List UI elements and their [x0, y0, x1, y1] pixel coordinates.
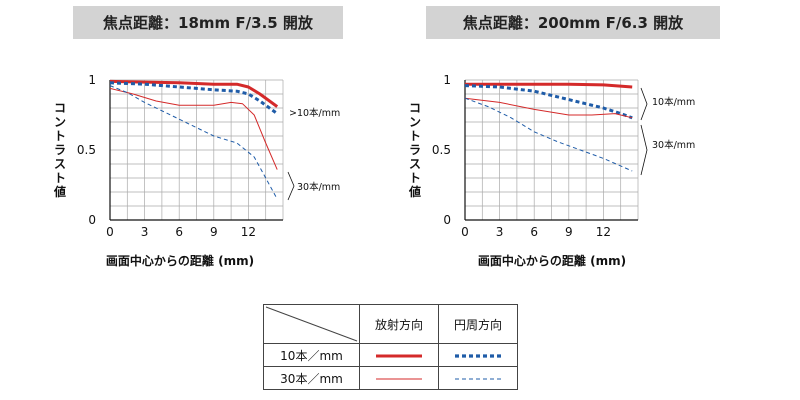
x-tick-label: 3 [141, 225, 149, 239]
x-axis-label: 画面中心からの距離 (mm) [478, 253, 626, 268]
y-tick-label: 0 [88, 213, 96, 227]
legend-corner-cell [263, 304, 360, 344]
series-line [109, 79, 279, 108]
x-tick-label: 9 [210, 225, 218, 239]
series-line [464, 97, 633, 172]
chart-title-18mm: 焦点距離：18mm F/3.5 開放 [73, 6, 343, 39]
legend-header-row: 放射方向 円周方向 [263, 304, 518, 344]
x-axis-label: 画面中心からの距離 (mm) [106, 253, 254, 268]
series-line [109, 85, 278, 200]
diagonal-line-icon [265, 306, 358, 342]
annotation-label: 10本/mm [652, 96, 695, 108]
x-tick-label: 12 [241, 225, 256, 239]
y-tick-label: 0.5 [77, 143, 96, 157]
annotation-bracket [640, 124, 648, 176]
series-line [464, 97, 633, 119]
legend-swatch-30-circumferential [438, 366, 518, 390]
y-axis-label: コントラスト値 [53, 101, 66, 199]
x-tick-label: 3 [496, 225, 504, 239]
annotation-label: 30本/mm [652, 139, 695, 151]
y-tick-label: 0.5 [432, 143, 451, 157]
x-tick-label: 9 [565, 225, 573, 239]
legend-row-label: 30本／mm [263, 366, 360, 390]
legend-row-10: 10本／mm [263, 343, 518, 367]
y-tick-label: 1 [88, 73, 96, 87]
legend-swatch-30-radial [359, 366, 439, 390]
legend-header-circumferential: 円周方向 [438, 304, 518, 344]
annotation-bracket [287, 171, 295, 201]
x-tick-label: 0 [461, 225, 469, 239]
annotation-label: >10本/mm [289, 107, 340, 119]
y-tick-label: 0 [443, 213, 451, 227]
y-tick-label: 1 [443, 73, 451, 87]
y-axis-label: コントラスト値 [408, 101, 421, 199]
x-tick-label: 6 [175, 225, 183, 239]
legend-header-radial: 放射方向 [359, 304, 439, 344]
legend-swatch-10-radial [359, 343, 439, 367]
legend-row-label: 10本／mm [263, 343, 360, 367]
annotation-label: 30本/mm [297, 181, 340, 193]
legend-table: 放射方向 円周方向 10本／mm 30本／mm [263, 304, 518, 390]
legend-swatch-10-circumferential [438, 343, 518, 367]
series-line [109, 87, 278, 170]
series-line [109, 81, 279, 115]
chart-title-200mm: 焦点距離：200mm F/6.3 開放 [426, 6, 720, 39]
x-tick-label: 6 [530, 225, 538, 239]
annotation-bracket [640, 87, 648, 121]
legend-row-30: 30本／mm [263, 366, 518, 390]
x-tick-label: 0 [106, 225, 114, 239]
series-line [464, 84, 633, 120]
series-line [465, 82, 633, 89]
x-tick-label: 12 [596, 225, 611, 239]
